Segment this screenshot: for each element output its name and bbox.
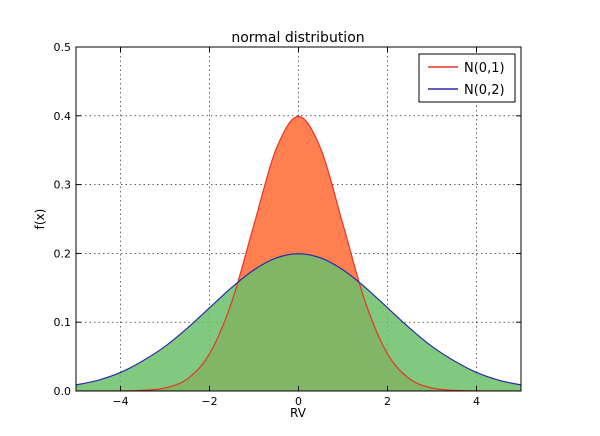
y-tick-label: 0.1 xyxy=(54,316,72,329)
x-axis-label: RV xyxy=(290,406,307,420)
n02-area xyxy=(76,253,521,391)
x-tick-label: 4 xyxy=(473,395,480,408)
x-tick-label: 0 xyxy=(295,395,302,408)
y-tick-label: 0.0 xyxy=(54,385,72,398)
legend: N(0,1) N(0,2) xyxy=(418,53,516,103)
x-tick-label: 2 xyxy=(384,395,391,408)
legend-n02-label: N(0,2) xyxy=(464,83,505,98)
n02-line xyxy=(76,253,521,386)
y-tick-label: 0.5 xyxy=(54,41,72,54)
n01-line xyxy=(76,115,521,391)
chart-title: normal distribution xyxy=(231,30,364,46)
y-tick-label: 0.2 xyxy=(54,247,72,260)
x-tick-label: −4 xyxy=(112,395,128,408)
y-axis-label: f(x) xyxy=(33,209,47,230)
axis-ticks: −4 −2 0 2 4 0.0 0.1 0.2 0.3 0.4 0.5 xyxy=(54,41,521,408)
legend-box xyxy=(418,53,516,103)
x-tick-label: −2 xyxy=(201,395,217,408)
y-tick-label: 0.3 xyxy=(54,179,72,192)
legend-n01-label: N(0,1) xyxy=(464,61,505,76)
y-tick-label: 0.4 xyxy=(54,110,72,123)
